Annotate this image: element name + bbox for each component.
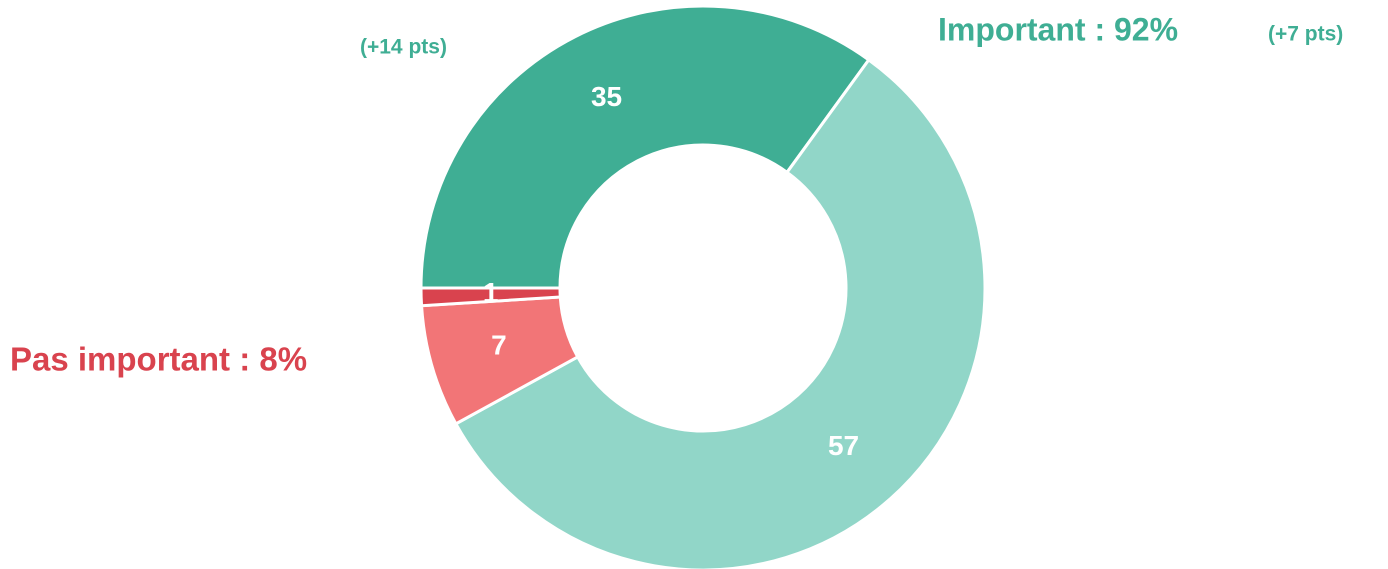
annotation: Pas important : 8% xyxy=(10,341,307,378)
slice xyxy=(419,4,871,290)
slice xyxy=(419,286,562,308)
slice xyxy=(453,57,987,569)
data-label: 57 xyxy=(828,430,859,461)
annotation: Important : 92% xyxy=(938,11,1178,47)
data-label: 1 xyxy=(483,277,499,308)
annotation: (+7 pts) xyxy=(1268,23,1343,46)
annotation: (+14 pts) xyxy=(360,36,447,59)
data-label: 7 xyxy=(491,330,507,361)
data-label: 35 xyxy=(591,81,622,112)
